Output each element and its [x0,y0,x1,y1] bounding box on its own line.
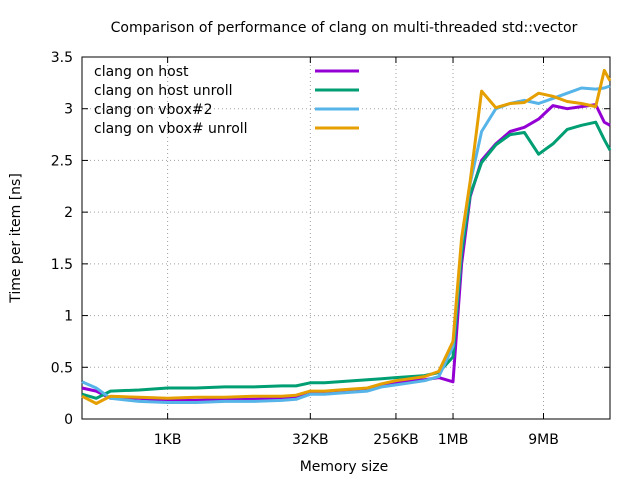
y-axis-label: Time per item [ns] [8,173,24,304]
y-tick-label: 1.5 [51,257,73,273]
legend: clang on host clang on host unroll clang o… [94,64,359,137]
y-tick-label: 1 [64,309,73,325]
legend-label-2: clang on host unroll [94,83,232,99]
y-tick-label: 2.5 [51,153,73,169]
chart-title: Comparison of performance of clang on mu… [111,20,578,36]
x-tick-label: 1KB [154,432,182,448]
x-tick-label: 256KB [373,432,419,448]
series-line-3 [81,84,611,404]
x-axis-label: Memory size [300,459,389,475]
legend-label-3: clang on vbox#2 [94,102,213,118]
x-tick-label: 1MB [438,432,469,448]
y-tick-label: 0.5 [51,360,73,376]
legend-label-4: clang on vbox# unroll [94,121,248,137]
x-tick-label: 32KB [292,432,329,448]
x-tick-label: 9MB [528,432,559,448]
series-lines [81,68,612,405]
y-tick-label: 3.5 [51,50,73,66]
y-tick-label: 2 [64,205,73,221]
y-tick-label: 3 [64,102,73,118]
plot-border [81,56,611,420]
series-line-2 [81,120,612,400]
legend-label-1: clang on host [94,64,189,80]
axis-ticks: 0 0.5 1 1.5 2 2.5 3 3.5 1KB 32KB 256KB 1MB 9MB [51,50,610,448]
y-tick-label: 0 [64,412,73,428]
series-line-1 [81,103,611,402]
series-line-4 [81,68,612,405]
